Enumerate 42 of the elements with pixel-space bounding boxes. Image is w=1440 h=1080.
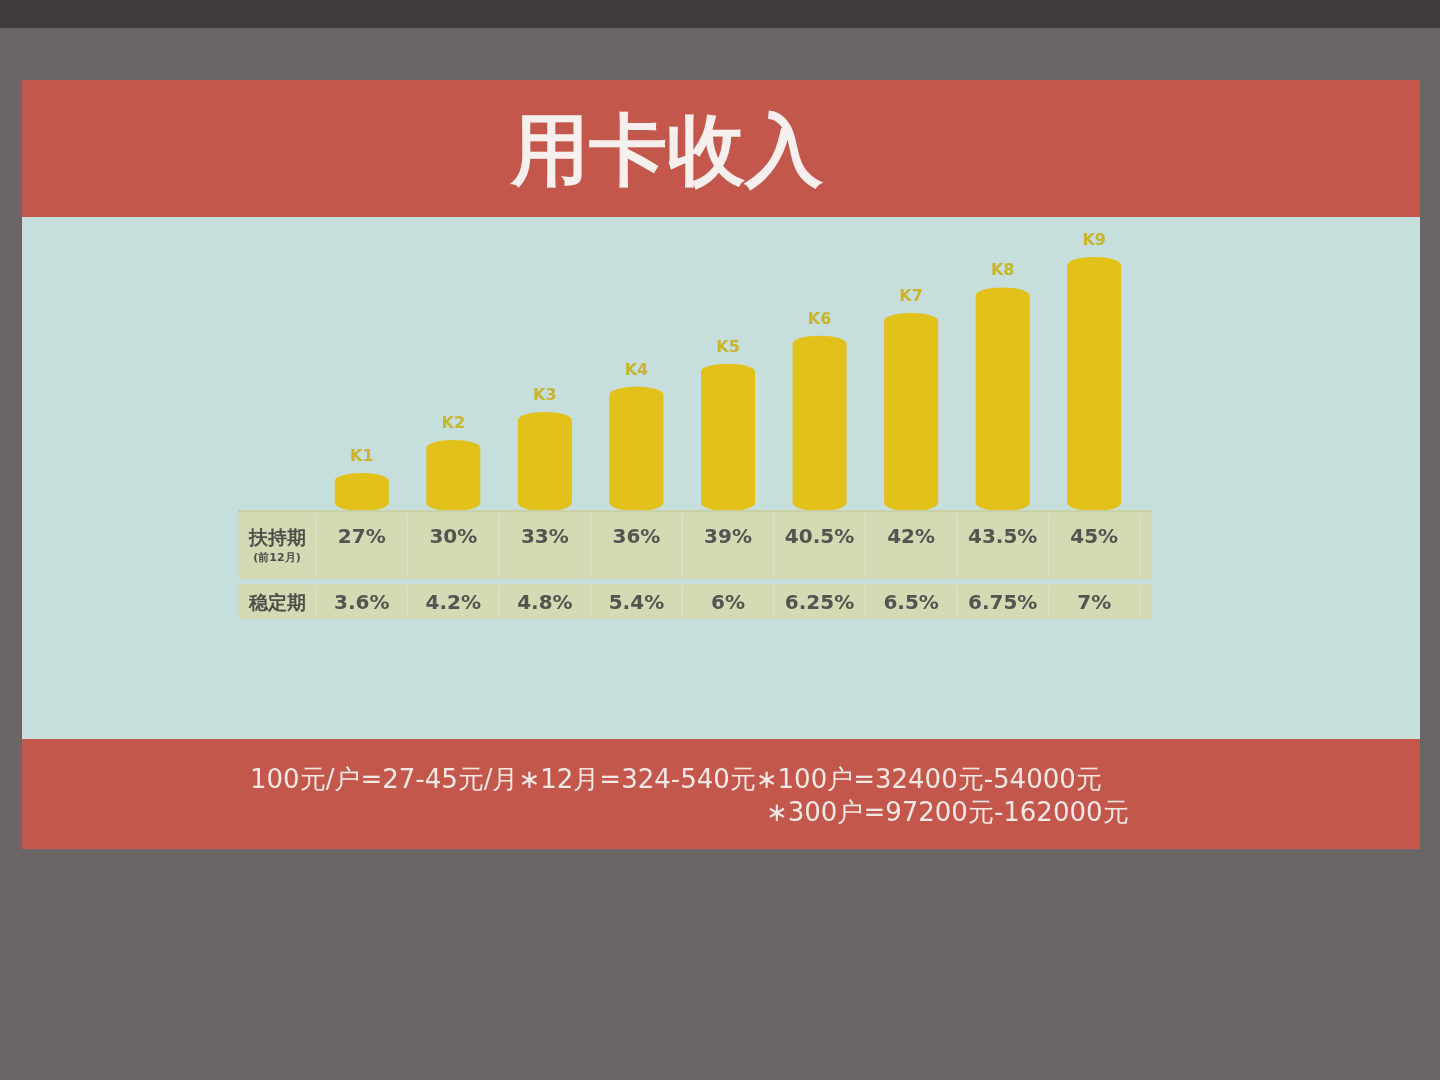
text: 40.5% bbox=[784, 524, 855, 548]
text: 扶持期 bbox=[247, 526, 306, 548]
x-tick-label: K7 bbox=[899, 285, 923, 305]
x-tick-label: K4 bbox=[624, 359, 649, 379]
bar bbox=[975, 287, 1030, 511]
bar bbox=[517, 411, 572, 511]
x-tick-label: K1 bbox=[350, 445, 374, 465]
bar bbox=[609, 386, 664, 511]
text: 45% bbox=[1070, 524, 1119, 548]
text: 42% bbox=[887, 524, 936, 548]
text: 33% bbox=[520, 524, 569, 548]
text: 6.5% bbox=[883, 590, 939, 614]
bar bbox=[884, 312, 939, 511]
text: 43.5% bbox=[967, 524, 1038, 548]
text: ∗300户=97200元-162000元 bbox=[766, 797, 1129, 827]
text: 3.6% bbox=[334, 590, 390, 614]
text: 稳定期 bbox=[247, 591, 306, 613]
text: 30% bbox=[429, 524, 478, 548]
text: 100元/户=27-45元/月∗12月=324-540元∗100户=32400元-54000元 bbox=[250, 764, 1102, 794]
x-tick-label: K6 bbox=[807, 308, 832, 328]
text: 5.4% bbox=[608, 590, 665, 614]
x-tick-label: K3 bbox=[533, 384, 557, 404]
text: 4.8% bbox=[517, 590, 573, 614]
text: 6.25% bbox=[784, 590, 855, 614]
bar bbox=[792, 335, 847, 511]
text: 6% bbox=[711, 590, 745, 614]
chart-title: 用卡收入 bbox=[509, 105, 824, 195]
x-tick-label: K9 bbox=[1082, 230, 1106, 249]
x-tick-label: K2 bbox=[441, 412, 466, 432]
bar bbox=[334, 472, 389, 511]
text: 36% bbox=[612, 524, 661, 548]
text: 6.75% bbox=[967, 590, 1038, 614]
bar bbox=[1067, 257, 1122, 511]
text: 27% bbox=[337, 524, 386, 548]
text: 39% bbox=[704, 524, 752, 548]
bar bbox=[701, 363, 755, 511]
x-tick-label: K5 bbox=[716, 336, 740, 356]
text: 7% bbox=[1077, 590, 1112, 614]
text: 4.2% bbox=[425, 590, 482, 614]
text: (前12月) bbox=[253, 551, 301, 564]
x-tick-label: K8 bbox=[990, 260, 1015, 280]
bar bbox=[426, 439, 481, 511]
